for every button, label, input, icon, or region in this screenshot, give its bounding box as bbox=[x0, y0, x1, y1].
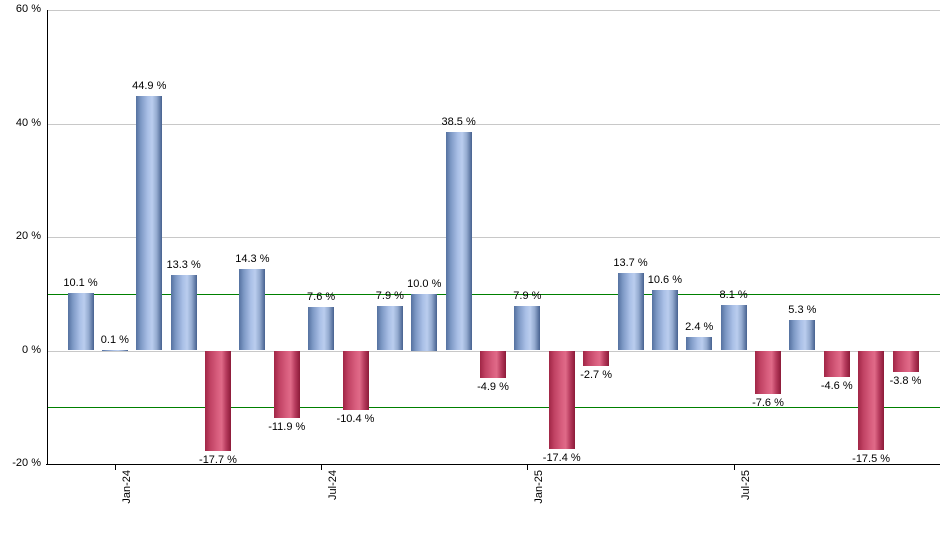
bar-value-label: -17.7 % bbox=[199, 453, 237, 466]
x-axis-tick bbox=[733, 465, 735, 470]
y-axis-line bbox=[47, 10, 48, 464]
bar-Mar-25 bbox=[583, 350, 610, 366]
gridline-20pct bbox=[47, 237, 940, 238]
x-axis-line bbox=[46, 464, 940, 465]
bar-Jul-25 bbox=[720, 304, 747, 351]
bar-value-label: 44.9 % bbox=[132, 79, 167, 92]
y-axis-tick-label: 40 % bbox=[15, 116, 41, 129]
bar-May-24 bbox=[239, 269, 266, 351]
bar-value-label: 7.6 % bbox=[307, 291, 336, 304]
y-axis-tick-label: -20 % bbox=[12, 457, 41, 469]
bar-value-label: 5.3 % bbox=[788, 304, 817, 317]
gridline-60pct bbox=[47, 10, 940, 11]
bar-Aug-25 bbox=[755, 350, 781, 394]
x-axis-tick bbox=[114, 465, 116, 470]
bar-Feb-24 bbox=[136, 95, 163, 351]
bar-Sep-25 bbox=[789, 320, 816, 351]
bar-value-label: 8.1 % bbox=[719, 288, 748, 301]
bar-Nov-25 bbox=[858, 350, 885, 450]
bar-Jul-24 bbox=[308, 307, 335, 351]
bar-Dec-23 bbox=[67, 293, 94, 351]
x-axis-tick-label: Jan-25 bbox=[533, 470, 546, 504]
x-axis-tick-label: Jul-24 bbox=[327, 470, 340, 500]
reference-line-10pct bbox=[47, 293, 940, 295]
bar-Jan-25 bbox=[514, 305, 541, 351]
bar-Oct-25 bbox=[823, 350, 850, 377]
reference-line--10pct bbox=[47, 407, 940, 409]
bar-value-label: 10.6 % bbox=[647, 274, 682, 287]
x-axis-tick bbox=[321, 465, 323, 470]
bar-value-label: 13.7 % bbox=[613, 256, 648, 269]
x-axis-tick-label: Jan-24 bbox=[120, 470, 133, 504]
bar-value-label: 38.5 % bbox=[441, 116, 476, 128]
bar-Apr-24 bbox=[205, 350, 231, 451]
bar-value-label: 10.1 % bbox=[63, 277, 98, 290]
bar-value-label: -2.7 % bbox=[580, 368, 613, 381]
bar-value-label: 7.9 % bbox=[513, 289, 542, 302]
bar-Dec-24 bbox=[480, 350, 506, 379]
bar-Jun-24 bbox=[273, 350, 300, 419]
bar-value-label: 13.3 % bbox=[166, 259, 201, 272]
y-axis-tick-label: 0 % bbox=[22, 343, 41, 356]
bar-value-label: -17.4 % bbox=[542, 452, 581, 465]
bar-value-label: -4.9 % bbox=[477, 381, 509, 394]
bar-value-label: -7.6 % bbox=[752, 396, 784, 409]
bar-Jun-25 bbox=[686, 336, 713, 351]
bar-value-label: 0.1 % bbox=[100, 333, 129, 346]
bar-value-label: 7.9 % bbox=[375, 289, 404, 302]
bar-Apr-25 bbox=[617, 272, 644, 351]
bar-value-label: -3.8 % bbox=[889, 375, 922, 388]
bar-Dec-25 bbox=[892, 350, 919, 373]
bar-value-label: 14.3 % bbox=[235, 253, 270, 266]
gridline-40pct bbox=[47, 123, 940, 125]
bar-value-label: 10.0 % bbox=[407, 277, 442, 290]
bar-Nov-24 bbox=[445, 132, 472, 351]
bar-Jan-24 bbox=[101, 349, 128, 351]
bar-Sep-24 bbox=[376, 305, 403, 351]
bar-value-label: -17.5 % bbox=[852, 452, 891, 465]
bar-value-label: -11.9 % bbox=[268, 421, 306, 434]
bar-value-label: -4.6 % bbox=[820, 379, 853, 392]
y-axis-tick-label: 20 % bbox=[15, 230, 41, 242]
x-axis-tick bbox=[527, 465, 529, 470]
bar-value-label: -10.4 % bbox=[336, 412, 375, 425]
bar-Aug-24 bbox=[342, 350, 369, 410]
x-axis-tick-label: Jul-25 bbox=[739, 470, 752, 500]
bar-Oct-24 bbox=[411, 293, 438, 351]
bar-Mar-24 bbox=[170, 275, 197, 351]
bar-May-25 bbox=[651, 290, 678, 351]
bar-value-label: 2.4 % bbox=[685, 320, 714, 333]
bar-Feb-25 bbox=[548, 350, 575, 450]
y-axis-tick-label: 60 % bbox=[15, 3, 41, 15]
